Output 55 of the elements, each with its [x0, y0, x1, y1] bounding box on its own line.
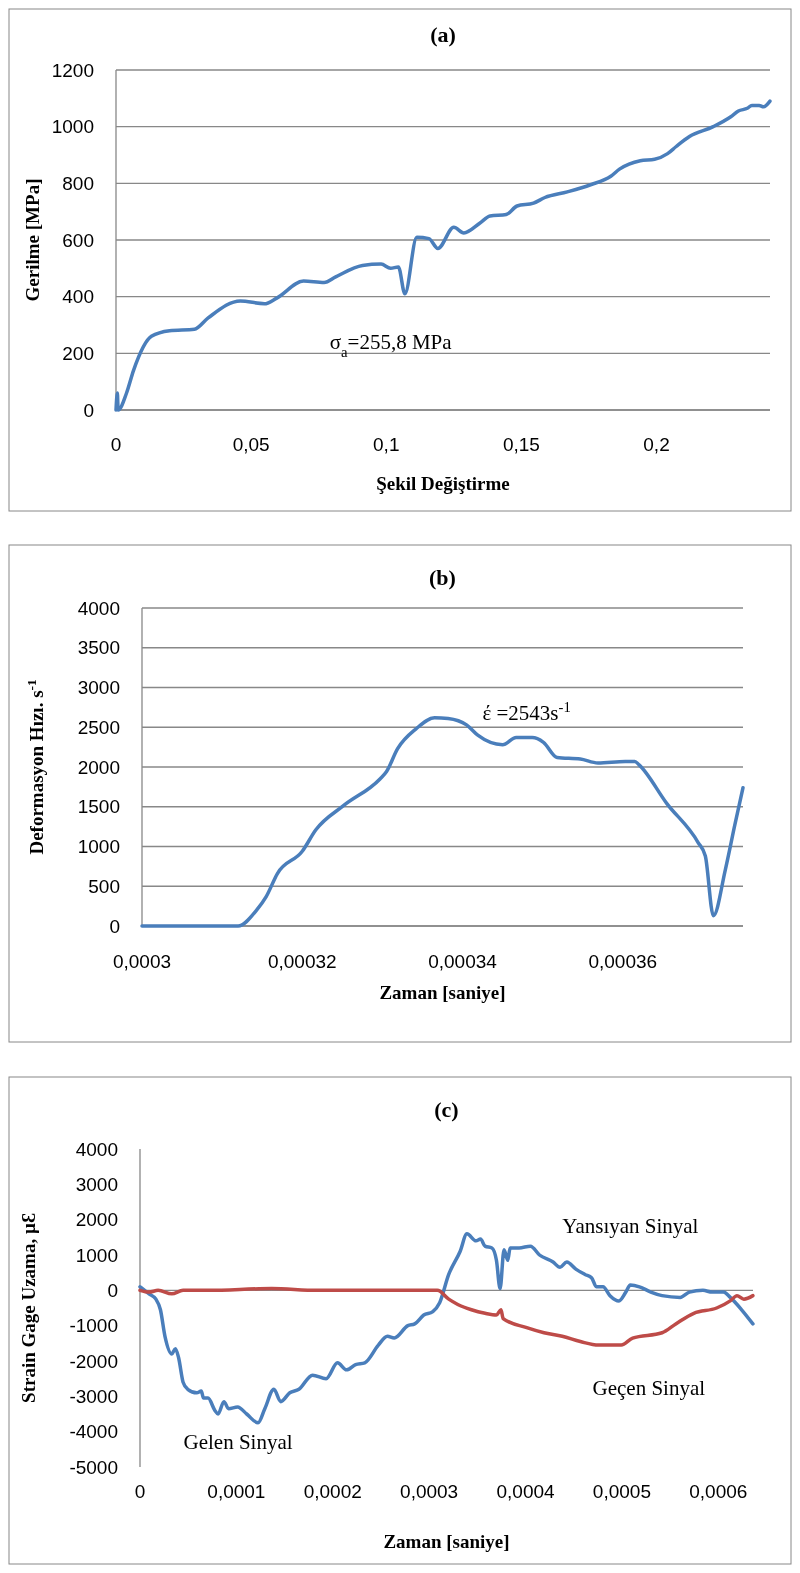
annotation: σ$_{a}$=255,8 MPa — [329, 330, 453, 361]
x-tick-label: 0,15 — [502, 433, 540, 455]
y-tick-label: 0 — [109, 915, 120, 937]
y-tick-label: 2500 — [77, 716, 120, 738]
annotation: Geçen Sinyal — [592, 1375, 706, 1400]
y-tick-label: 500 — [88, 875, 120, 897]
x-tick-label: 0,00036 — [588, 950, 658, 972]
y-tick-label: 800 — [62, 172, 94, 194]
y-axis-title: Gerilme [MPa] — [21, 178, 43, 302]
y-tick-label: 3500 — [77, 637, 120, 659]
x-tick-label: 0,0003 — [400, 1480, 459, 1502]
x-tick-label: 0,00032 — [267, 950, 337, 972]
y-tick-label: 3000 — [75, 1173, 118, 1195]
x-tick-label: 0,0001 — [207, 1480, 266, 1502]
x-tick-label: 0,0002 — [303, 1480, 362, 1502]
line-series — [138, 1286, 755, 1347]
x-tick-label: 0,00034 — [428, 950, 498, 972]
y-tick-label: -5000 — [69, 1456, 118, 1478]
x-axis-title: Şekil Değiştirme — [376, 473, 510, 494]
y-tick-label: 2000 — [77, 756, 120, 778]
chart-title: (b) — [429, 565, 456, 590]
y-tick-label: -2000 — [69, 1350, 118, 1372]
x-tick-label: 0,0004 — [496, 1480, 556, 1502]
x-tick-label: 0,0003 — [112, 950, 172, 972]
y-tick-label: 600 — [62, 229, 94, 251]
y-tick-label: -3000 — [69, 1385, 118, 1407]
x-tick-label: 0,1 — [373, 433, 400, 455]
y-tick-label: 0 — [107, 1279, 118, 1301]
y-tick-label: 1000 — [51, 116, 94, 138]
annotation: έ =2543s$^{-1}$ — [482, 699, 571, 726]
y-tick-label: 1200 — [51, 59, 94, 81]
x-axis-title: Zaman [saniye] — [383, 1531, 510, 1552]
y-tick-label: 4000 — [75, 1138, 118, 1160]
x-tick-label: 0,0006 — [689, 1480, 748, 1502]
y-tick-label: -4000 — [69, 1421, 118, 1443]
y-tick-label: 200 — [62, 342, 94, 364]
x-tick-label: 0,0005 — [592, 1480, 651, 1502]
y-tick-label: 0 — [83, 399, 94, 421]
annotation: Gelen Sinyal — [183, 1429, 293, 1454]
y-tick-label: -1000 — [69, 1315, 118, 1337]
x-axis-title: Zaman [saniye] — [379, 982, 506, 1003]
chart-title: (c) — [434, 1097, 459, 1122]
x-tick-label: 0 — [134, 1480, 146, 1502]
y-tick-label: 4000 — [77, 597, 120, 619]
y-tick-label: 1000 — [75, 1244, 118, 1266]
x-tick-label: 0,05 — [232, 433, 270, 455]
y-tick-label: 1000 — [77, 836, 120, 858]
x-tick-label: 0,2 — [643, 433, 670, 455]
y-tick-label: 400 — [62, 286, 94, 308]
annotation: Yansıyan Sinyal — [562, 1213, 699, 1238]
y-tick-label: 2000 — [75, 1209, 118, 1231]
y-axis-title: Strain Gage Uzama, µƐ — [17, 1213, 39, 1403]
chart-title: (a) — [430, 22, 456, 47]
y-tick-label: 1500 — [77, 796, 120, 818]
y-tick-label: 3000 — [77, 677, 120, 699]
